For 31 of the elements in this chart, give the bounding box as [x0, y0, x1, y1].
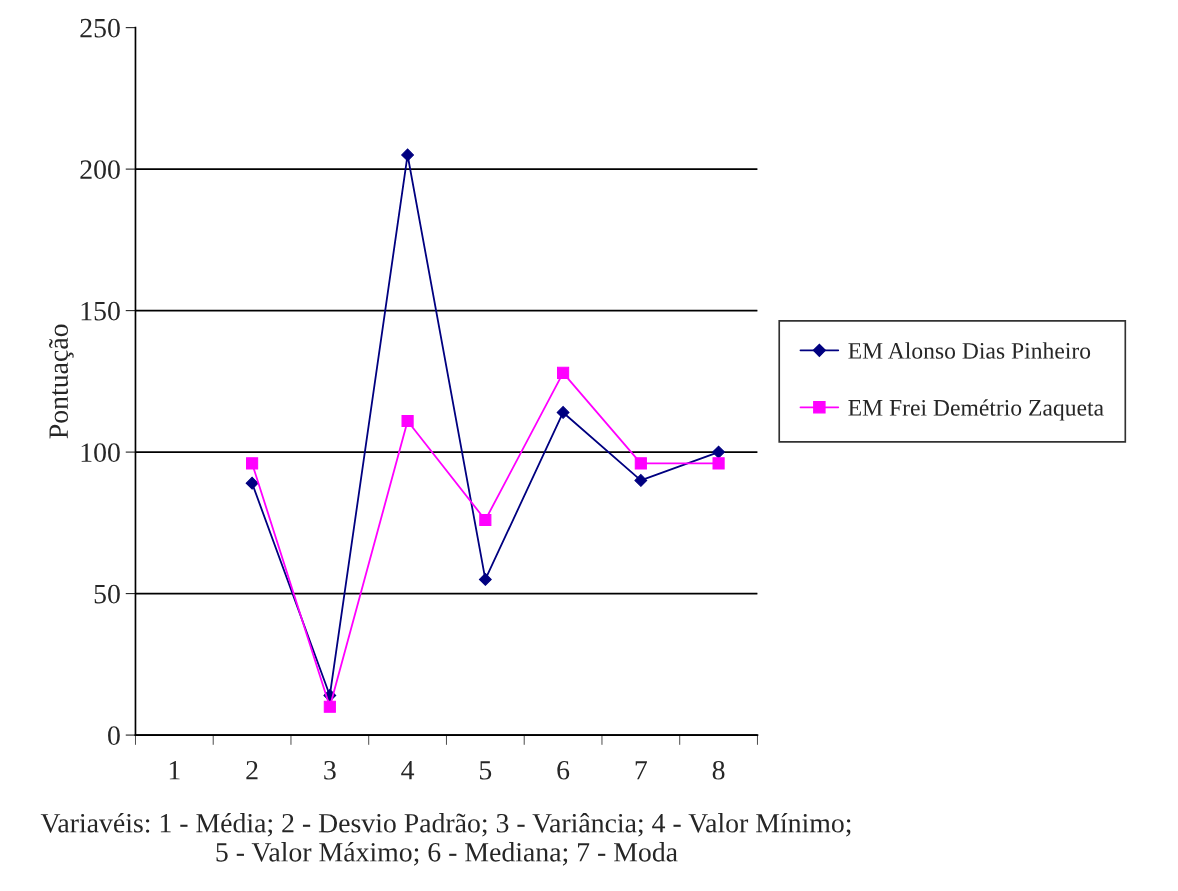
point [246, 457, 259, 470]
x-tick-label: 2 [246, 760, 258, 780]
point [323, 700, 336, 713]
point [712, 457, 725, 470]
x-tick-label: 4 [401, 761, 415, 780]
x-tick-label: 5 [480, 761, 492, 780]
x-tick-label: 6 [557, 760, 570, 780]
y-tick-label: 150 [81, 301, 120, 321]
point [479, 513, 492, 527]
y-tick-label: 50 [94, 584, 120, 604]
y-tick-label: 0 [108, 726, 120, 745]
legend-label: EM Frei Demétrio Zaqueta [848, 399, 1104, 421]
point [401, 414, 414, 428]
point [634, 457, 647, 470]
point [712, 445, 725, 459]
point [401, 148, 414, 162]
x-axis-title: Variavéis: 1 - Média; 2 - Desvio Padrão; 3 - Variância; 4 - Valor Mínimo; 5 - Valor Máximo; 6 - Mediana; 7 - Moda [40, 812, 851, 866]
point [557, 366, 570, 379]
x-tick-label: 1 [169, 761, 180, 780]
x-tick-label: 7 [635, 761, 647, 780]
y-tick-label: 100 [81, 443, 120, 462]
y-axis-title: Pontuação [49, 324, 74, 439]
x-tick-label: 8 [712, 760, 725, 780]
y-tick-label: 250 [80, 18, 120, 38]
legend-label: EM Alonso Dias Pinheiro [848, 342, 1091, 359]
point [245, 476, 259, 490]
point [478, 573, 492, 586]
x-tick-label: 3 [324, 760, 336, 780]
point [634, 473, 648, 487]
point [556, 406, 570, 419]
y-tick-label: 200 [80, 160, 120, 180]
